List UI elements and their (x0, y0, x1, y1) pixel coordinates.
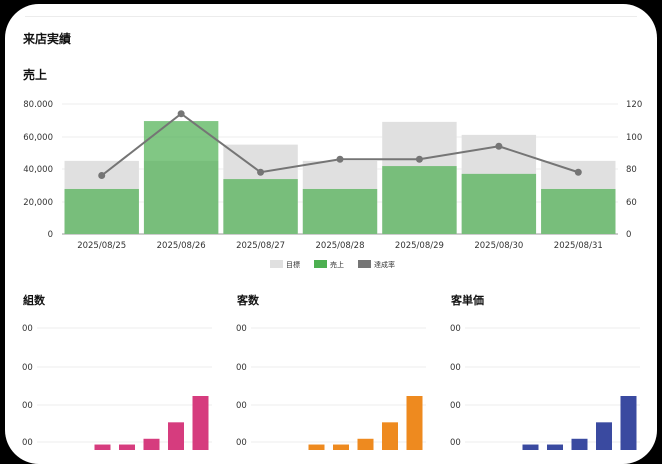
x-axis-tick: 2025/08/25 (77, 241, 126, 251)
bar (406, 396, 423, 450)
achievement-rate-point (98, 172, 106, 179)
y-axis-tick: 00 (236, 438, 247, 448)
x-axis-tick: 2025/08/31 (554, 241, 603, 251)
small-chart-title: 客単価 (451, 294, 484, 307)
y-axis-tick: 00 (236, 324, 247, 334)
bar (382, 422, 398, 450)
sales-bar (541, 188, 616, 234)
page-title: 来店実績 (23, 32, 72, 46)
y-axis-tick: 00 (22, 401, 33, 411)
right-axis-tick: 0 (626, 230, 631, 240)
right-axis-tick: 60 (626, 198, 637, 208)
bar (571, 438, 588, 450)
right-axis-tick: 80 (626, 165, 637, 175)
sales-bar (143, 121, 219, 234)
x-axis-tick: 2025/08/29 (395, 241, 444, 251)
sales-bar (382, 166, 457, 234)
small-chart-title: 組数 (23, 294, 45, 307)
left-axis-tick: 0 (48, 230, 53, 240)
x-axis-tick: 2025/08/30 (474, 241, 523, 251)
achievement-rate-point (177, 110, 185, 118)
bar (308, 444, 325, 450)
y-axis-tick: 00 (22, 324, 33, 334)
y-axis-tick: 00 (236, 363, 247, 373)
bar (143, 438, 160, 450)
legend-label: 目標 (286, 260, 300, 269)
sales-section-title: 売上 (23, 68, 48, 82)
bar (620, 396, 637, 450)
left-axis-tick: 20,000 (23, 198, 53, 208)
y-axis-tick: 00 (450, 401, 461, 411)
sales-bar (64, 188, 139, 234)
bar (596, 422, 612, 450)
left-axis-tick: 60,000 (23, 133, 53, 143)
left-axis-tick: 80.000 (23, 100, 53, 110)
bar (333, 444, 349, 450)
x-axis-tick: 2025/08/28 (316, 241, 365, 251)
achievement-rate-point (257, 168, 265, 176)
achievement-rate-point (574, 168, 582, 176)
legend-swatch (314, 260, 327, 268)
bar (119, 444, 135, 450)
achievement-rate-point (495, 142, 503, 150)
y-axis-tick: 00 (22, 438, 33, 448)
bar (192, 396, 209, 450)
bar (522, 444, 539, 450)
legend-label: 達成率 (374, 260, 395, 269)
right-axis-tick: 100 (626, 133, 642, 143)
legend-swatch (270, 260, 283, 268)
bar (547, 444, 563, 450)
x-axis-tick: 2025/08/27 (236, 241, 285, 251)
x-axis-tick: 2025/08/26 (157, 241, 206, 251)
bar (94, 444, 111, 450)
bar (168, 422, 184, 450)
legend-swatch (358, 260, 371, 268)
sales-bar (223, 179, 298, 234)
sales-bar (461, 173, 537, 234)
y-axis-tick: 00 (450, 438, 461, 448)
y-axis-tick: 00 (450, 363, 461, 373)
right-axis-tick: 120 (626, 100, 642, 110)
divider (25, 16, 637, 17)
small-chart-title: 客数 (237, 294, 259, 307)
bar (357, 438, 374, 450)
sales-bar (302, 188, 378, 234)
y-axis-tick: 00 (22, 363, 33, 373)
achievement-rate-point (415, 155, 423, 163)
y-axis-tick: 00 (450, 324, 461, 334)
achievement-rate-point (336, 155, 344, 163)
y-axis-tick: 00 (236, 401, 247, 411)
left-axis-tick: 40,000 (23, 165, 53, 175)
legend-label: 売上 (330, 260, 344, 269)
